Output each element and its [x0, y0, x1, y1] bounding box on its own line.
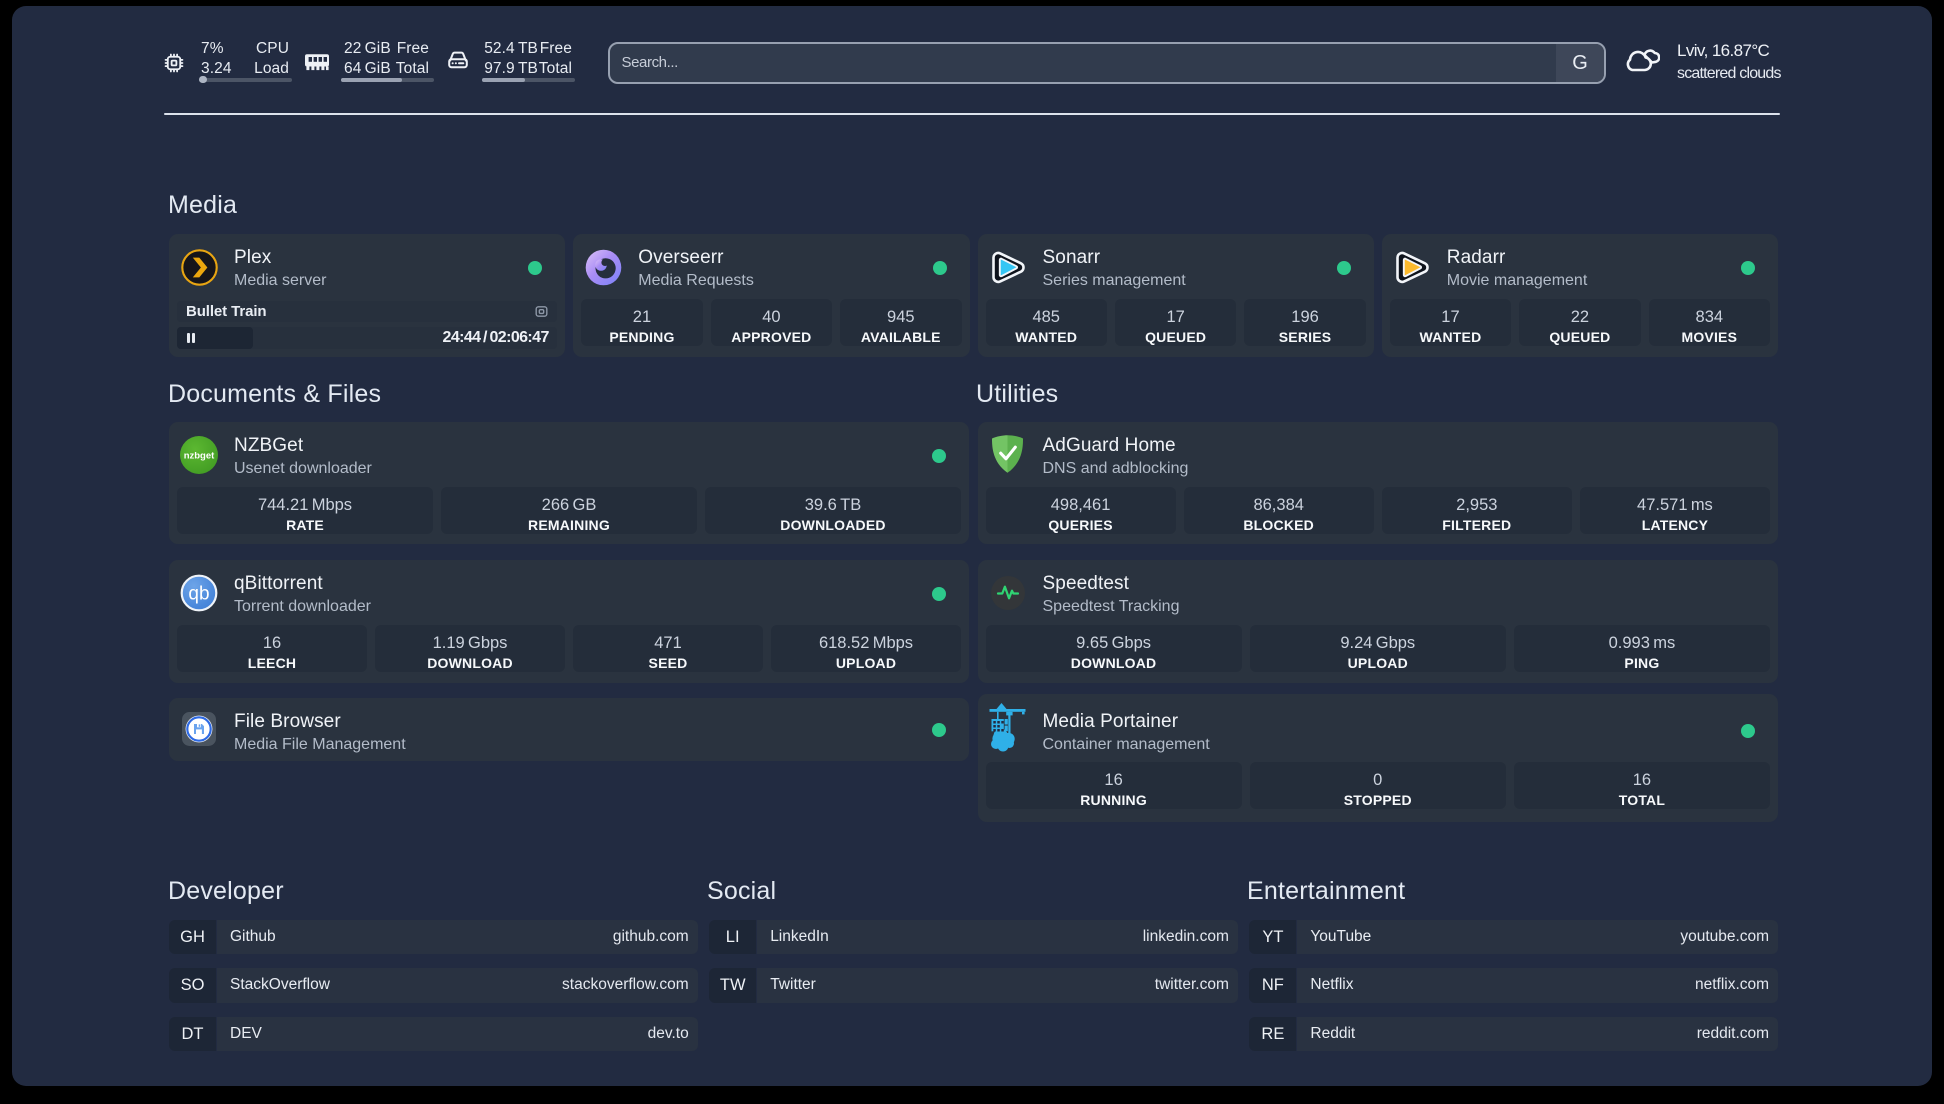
- svg-text:qb: qb: [188, 584, 209, 605]
- svg-text:nzbget: nzbget: [184, 450, 215, 461]
